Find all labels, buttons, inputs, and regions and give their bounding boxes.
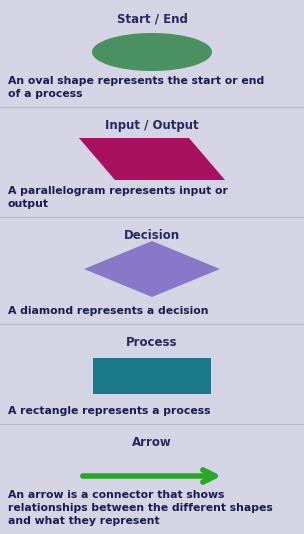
Text: A rectangle represents a process: A rectangle represents a process: [8, 406, 210, 416]
Text: Process: Process: [126, 336, 178, 349]
Text: A parallelogram represents input or
output: A parallelogram represents input or outp…: [8, 186, 228, 209]
Text: Input / Output: Input / Output: [105, 119, 199, 132]
Text: An oval shape represents the start or end
of a process: An oval shape represents the start or en…: [8, 76, 264, 99]
Ellipse shape: [92, 33, 212, 71]
Text: Decision: Decision: [124, 229, 180, 242]
Text: Arrow: Arrow: [132, 436, 172, 449]
Text: An arrow is a connector that shows
relationships between the different shapes
an: An arrow is a connector that shows relat…: [8, 490, 273, 526]
Polygon shape: [79, 138, 225, 180]
Text: A diamond represents a decision: A diamond represents a decision: [8, 306, 209, 316]
Text: Start / End: Start / End: [116, 12, 188, 25]
Polygon shape: [84, 241, 220, 297]
Bar: [93, 358, 211, 394]
